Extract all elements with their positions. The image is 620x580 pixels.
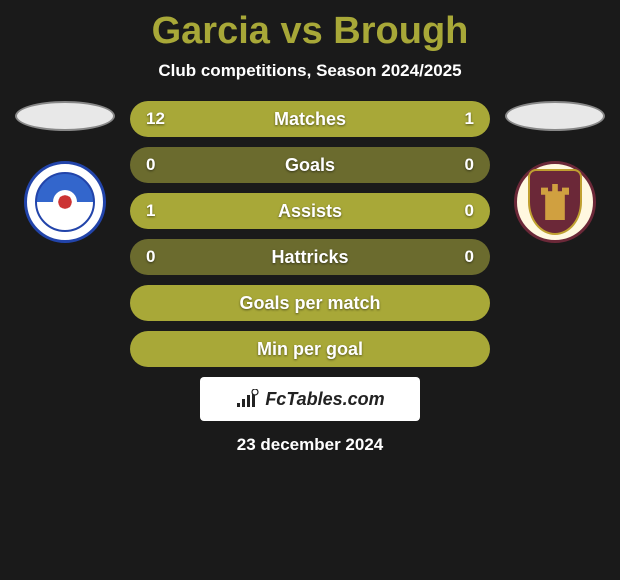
stat-value-right: 1 [465, 109, 474, 129]
castle-icon [541, 184, 569, 220]
fctables-icon [235, 389, 259, 409]
stat-value-right: 0 [465, 247, 474, 267]
attribution-badge: FcTables.com [200, 377, 420, 421]
stat-bar: Min per goal [130, 331, 490, 367]
page-title: Garcia vs Brough [10, 10, 610, 53]
stat-bar: Goals 0 0 [130, 147, 490, 183]
stat-label: Matches [274, 109, 346, 130]
stat-bar: Goals per match [130, 285, 490, 321]
reading-badge-inner [35, 172, 95, 232]
subtitle: Club competitions, Season 2024/2025 [10, 61, 610, 81]
stat-label: Goals [285, 155, 335, 176]
stat-bar: Hattricks 0 0 [130, 239, 490, 275]
stat-label: Goals per match [239, 293, 380, 314]
stat-value-left: 0 [146, 247, 155, 267]
left-club-badge [24, 161, 106, 243]
left-column [10, 101, 120, 243]
stat-value-left: 0 [146, 155, 155, 175]
stat-label: Hattricks [271, 247, 348, 268]
stat-bar: Matches 12 1 [130, 101, 490, 137]
stat-value-right: 0 [465, 155, 474, 175]
comparison-infographic: Garcia vs Brough Club competitions, Seas… [0, 0, 620, 580]
attribution-text: FcTables.com [265, 389, 384, 410]
stat-value-right: 0 [465, 201, 474, 221]
footer-date: 23 december 2024 [10, 435, 610, 455]
stat-label: Min per goal [257, 339, 363, 360]
stat-fill-right [418, 101, 490, 137]
main-area: Matches121Goals00Assists10Hattricks00Goa… [10, 101, 610, 367]
stat-value-left: 1 [146, 201, 155, 221]
stat-bar: Assists 1 0 [130, 193, 490, 229]
right-column [500, 101, 610, 243]
left-player-placeholder [15, 101, 115, 131]
right-club-badge [514, 161, 596, 243]
northampton-badge-inner [528, 169, 582, 235]
stat-label: Assists [278, 201, 342, 222]
stats-column: Matches121Goals00Assists10Hattricks00Goa… [130, 101, 490, 367]
right-player-placeholder [505, 101, 605, 131]
stat-value-left: 12 [146, 109, 165, 129]
